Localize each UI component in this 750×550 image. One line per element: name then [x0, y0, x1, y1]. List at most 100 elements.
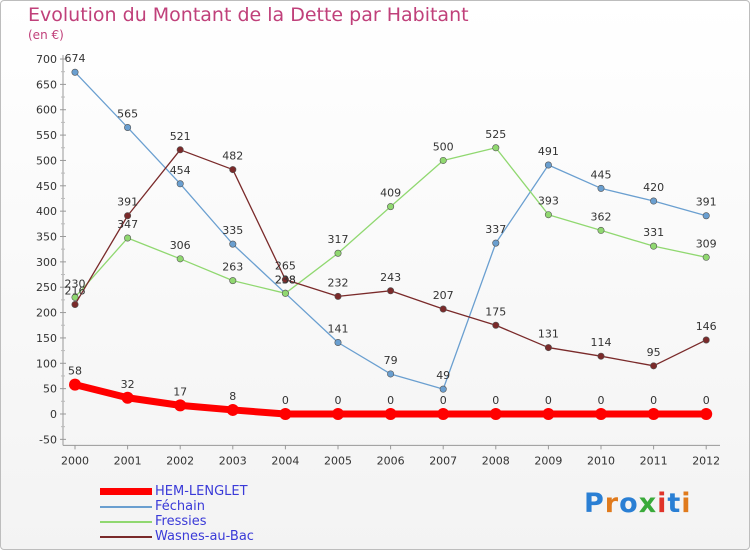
data-label-hem-lenglet: 0: [650, 394, 657, 407]
x-tick-label: 2005: [324, 454, 352, 467]
legend-label: Féchain: [155, 499, 205, 514]
data-label-fressies: 306: [170, 239, 191, 252]
data-point-f-chain: [229, 240, 237, 248]
data-point-fressies: [71, 293, 79, 301]
x-tick-label: 2010: [587, 454, 615, 467]
x-tick-label: 2011: [640, 454, 668, 467]
y-tick-label: 400: [36, 205, 57, 218]
data-label-wasnes-au-bac: 207: [433, 289, 454, 302]
y-tick-label: 500: [36, 154, 57, 167]
data-point-fressies: [702, 253, 710, 261]
x-tick-label: 2000: [61, 454, 89, 467]
data-point-hem-lenglet: [437, 408, 450, 420]
data-point-fressies: [281, 289, 289, 297]
x-tick-label: 2012: [692, 454, 720, 467]
data-label-f-chain: 420: [643, 181, 664, 194]
y-tick-label: 0: [50, 408, 57, 421]
data-point-hem-lenglet: [647, 408, 660, 420]
legend-label: Fressies: [155, 514, 207, 529]
data-point-fressies: [544, 211, 552, 219]
data-point-wasnes-au-bac: [597, 352, 605, 360]
y-tick-label: 700: [36, 53, 57, 66]
legend-item-hem-lenglet: HEM-LENGLET: [100, 484, 254, 499]
legend-item-wasnes-au-bac: Wasnes-au-Bac: [100, 529, 254, 544]
data-label-fressies: 331: [643, 226, 664, 239]
data-point-wasnes-au-bac: [702, 336, 710, 344]
x-tick-label: 2007: [429, 454, 457, 467]
data-point-fressies: [387, 203, 395, 211]
data-label-hem-lenglet: 58: [68, 365, 82, 378]
data-label-fressies: 393: [538, 195, 559, 208]
y-tick-label: 250: [36, 281, 57, 294]
y-tick-label: 550: [36, 129, 57, 142]
y-tick-label: 600: [36, 104, 57, 117]
legend-item-fressies: Fressies: [100, 514, 254, 529]
data-labels-layer: 674 565 454 335 238 141 79 49 337 491 445 420 391 230…: [65, 52, 717, 407]
data-label-f-chain: 491: [538, 145, 559, 158]
chart-title: Evolution du Montant de la Dette par Hab…: [28, 4, 469, 26]
data-point-fressies: [597, 226, 605, 234]
data-label-wasnes-au-bac: 216: [65, 284, 86, 297]
data-point-wasnes-au-bac: [71, 300, 79, 308]
y-tick-label: 300: [36, 256, 57, 269]
data-point-wasnes-au-bac: [439, 305, 447, 313]
data-label-f-chain: 391: [696, 196, 717, 209]
data-point-hem-lenglet: [174, 399, 187, 412]
logo-letter: i: [657, 488, 668, 519]
data-label-hem-lenglet: 32: [121, 378, 135, 391]
data-label-hem-lenglet: 0: [282, 394, 289, 407]
y-tick-label: -50: [39, 433, 57, 446]
data-point-hem-lenglet: [332, 408, 344, 420]
data-label-wasnes-au-bac: 146: [696, 320, 717, 333]
data-point-fressies: [492, 144, 500, 152]
data-point-f-chain: [439, 385, 447, 393]
data-label-hem-lenglet: 0: [492, 394, 499, 407]
data-label-hem-lenglet: 0: [335, 394, 342, 407]
chart-subtitle: (en €): [28, 28, 64, 42]
legend-label: HEM-LENGLET: [155, 484, 248, 499]
data-point-fressies: [176, 255, 184, 263]
data-label-wasnes-au-bac: 175: [485, 305, 506, 318]
data-point-wasnes-au-bac: [124, 212, 132, 220]
data-point-fressies: [124, 234, 132, 242]
y-tick-label: 650: [36, 78, 57, 91]
data-point-f-chain: [71, 68, 79, 76]
legend-label: Wasnes-au-Bac: [155, 529, 254, 544]
data-label-fressies: 500: [433, 140, 454, 153]
logo-letter: x: [638, 488, 658, 519]
legend-swatch: [100, 488, 152, 495]
data-label-wasnes-au-bac: 95: [647, 346, 661, 359]
data-point-wasnes-au-bac: [176, 146, 184, 154]
data-label-fressies: 309: [696, 237, 717, 250]
data-label-fressies: 238: [275, 273, 296, 286]
data-point-f-chain: [544, 161, 552, 169]
data-label-f-chain: 141: [328, 322, 349, 335]
legend-swatch: [100, 520, 152, 523]
x-tick-label: 2008: [482, 454, 510, 467]
x-tick-label: 2001: [114, 454, 142, 467]
data-label-hem-lenglet: 0: [440, 394, 447, 407]
data-label-wasnes-au-bac: 482: [222, 150, 243, 163]
data-point-f-chain: [176, 180, 184, 188]
data-point-hem-lenglet: [542, 408, 555, 420]
data-label-hem-lenglet: 0: [703, 394, 710, 407]
x-tick-label: 2004: [271, 454, 299, 467]
data-label-fressies: 525: [485, 128, 506, 141]
data-point-hem-lenglet: [700, 408, 713, 420]
data-label-wasnes-au-bac: 391: [117, 196, 138, 209]
y-tick-label: 150: [36, 332, 57, 345]
y-tick-label: 450: [36, 180, 57, 193]
data-label-wasnes-au-bac: 114: [591, 336, 612, 349]
data-label-hem-lenglet: 0: [598, 394, 605, 407]
data-point-fressies: [439, 156, 447, 164]
data-point-wasnes-au-bac: [334, 292, 342, 300]
data-label-fressies: 317: [328, 233, 349, 246]
data-label-f-chain: 565: [117, 107, 138, 120]
data-label-wasnes-au-bac: 265: [275, 260, 296, 273]
logo-letter: o: [619, 488, 639, 519]
data-point-f-chain: [650, 197, 658, 205]
data-point-f-chain: [702, 212, 710, 220]
legend-swatch: [100, 535, 152, 538]
data-point-hem-lenglet: [69, 378, 81, 391]
